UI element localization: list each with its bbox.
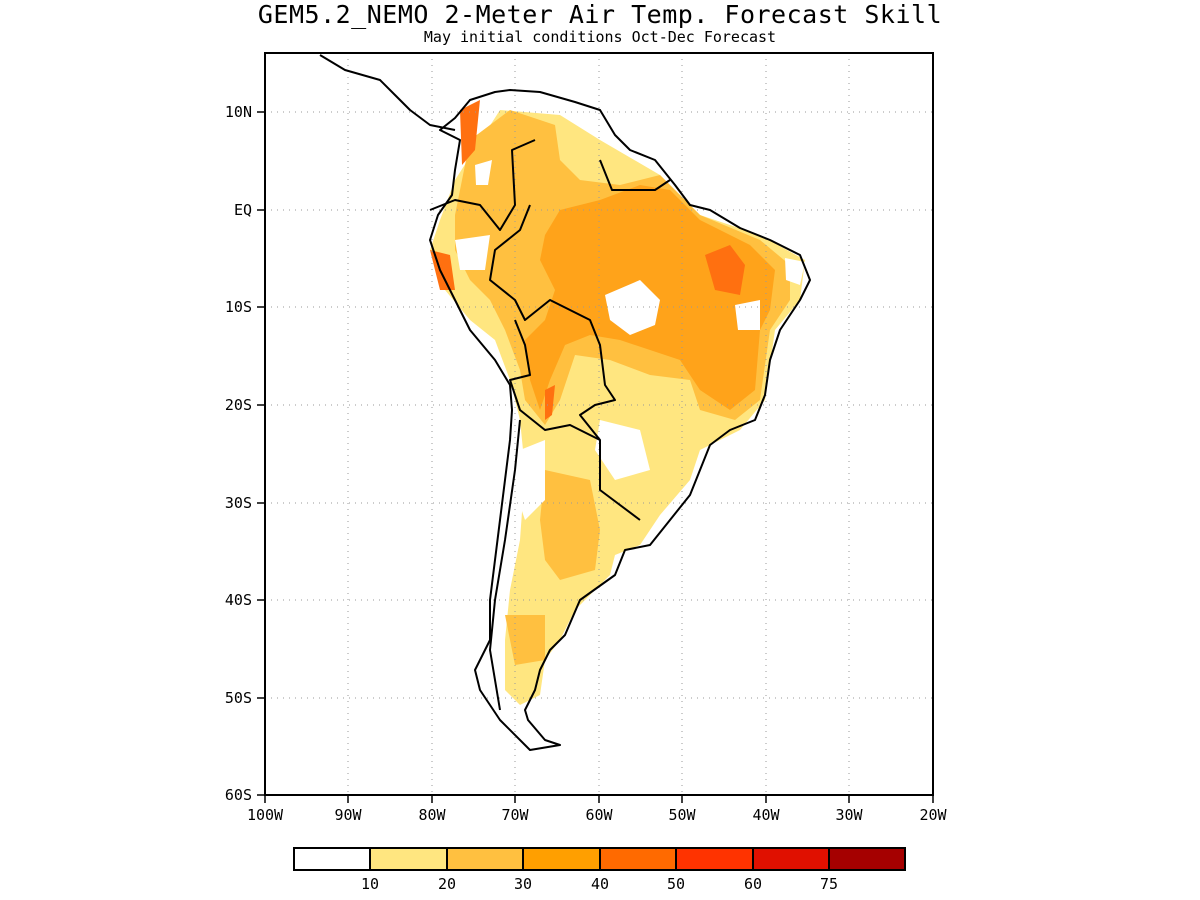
legend-swatch — [369, 847, 448, 871]
lat-label: 50S — [225, 689, 252, 707]
legend-label: 50 — [667, 875, 685, 893]
lon-label: 90W — [334, 806, 362, 824]
lat-label: 10N — [225, 103, 252, 121]
lon-label: 70W — [501, 806, 529, 824]
legend-swatch — [522, 847, 601, 871]
legend-label: 60 — [744, 875, 762, 893]
color-legend: 10 20 30 40 50 60 75 — [293, 847, 906, 893]
argentina-chile-border — [489, 419, 521, 711]
central-america-coastline — [319, 54, 456, 131]
lon-label: 60W — [585, 806, 613, 824]
legend-swatch — [675, 847, 754, 871]
latitude-labels: 10N EQ 10S 20S 30S 40S 50S 60S — [225, 103, 252, 804]
legend-swatch — [599, 847, 677, 871]
south-america-coastline — [429, 89, 811, 751]
legend-swatch — [752, 847, 830, 871]
legend-swatch — [293, 847, 371, 871]
lat-label: EQ — [234, 201, 252, 219]
legend-label: 75 — [820, 875, 838, 893]
axis-ticks — [257, 111, 934, 803]
longitude-labels: 100W 90W 80W 70W 60W 50W 40W 30W 20W — [247, 806, 948, 824]
lon-label: 50W — [668, 806, 696, 824]
lat-label: 20S — [225, 396, 252, 414]
lat-label: 30S — [225, 494, 252, 512]
skill-region-below-10 — [455, 160, 805, 520]
brazil-border — [489, 159, 671, 521]
lon-label: 20W — [919, 806, 947, 824]
lon-label: 80W — [418, 806, 446, 824]
legend-label: 10 — [361, 875, 379, 893]
legend-swatch — [828, 847, 906, 871]
lon-label: 30W — [835, 806, 863, 824]
legend-label: 40 — [591, 875, 609, 893]
legend-label: 30 — [514, 875, 532, 893]
lat-label: 60S — [225, 786, 252, 804]
map-title: GEM5.2_NEMO 2-Meter Air Temp. Forecast S… — [257, 0, 943, 29]
lat-label: 40S — [225, 591, 252, 609]
graticule — [265, 53, 933, 795]
andean-borders — [429, 139, 601, 441]
lon-label: 100W — [247, 806, 284, 824]
lon-label: 40W — [752, 806, 780, 824]
skill-region-40-50 — [430, 100, 745, 420]
coastlines-borders — [319, 54, 811, 751]
legend-label: 20 — [438, 875, 456, 893]
lat-label: 10S — [225, 298, 252, 316]
map-subtitle: May initial conditions Oct-Dec Forecast — [423, 28, 777, 46]
legend-swatch — [446, 847, 524, 871]
skill-shading — [430, 100, 805, 705]
skill-region-southern-orange — [505, 470, 600, 665]
